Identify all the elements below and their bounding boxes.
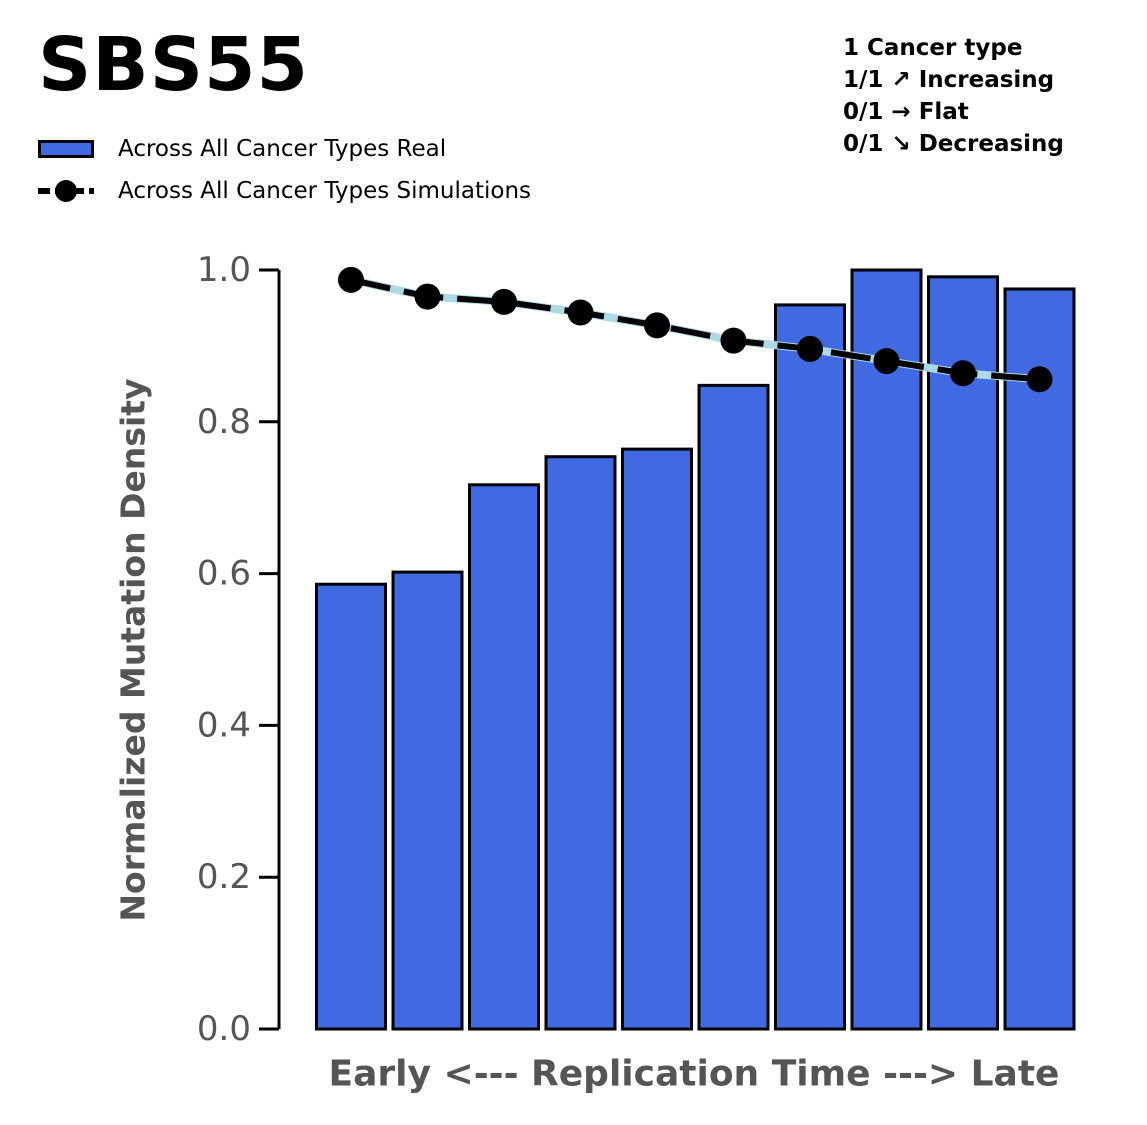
simulation-point-5 bbox=[644, 312, 670, 339]
y-tick-label-3: 0.6 bbox=[197, 554, 251, 594]
simulation-point-10 bbox=[1026, 366, 1053, 393]
simulation-point-6 bbox=[720, 327, 747, 354]
simulation-point-4 bbox=[567, 299, 594, 326]
y-axis: 0.0 0.2 0.4 0.6 0.8 1.0 bbox=[197, 250, 281, 1049]
y-tick-label-5: 1.0 bbox=[197, 250, 251, 290]
simulation-point-3 bbox=[491, 288, 517, 315]
legend-label-simulations: Across All Cancer Types Simulations bbox=[118, 178, 532, 204]
legend-item-simulations: Across All Cancer Types Simulations bbox=[38, 170, 531, 212]
legend: Across All Cancer Types Real Across All … bbox=[38, 128, 531, 212]
stats-cancer-type-count: 1 Cancer type bbox=[843, 35, 1023, 61]
trend-stats: 1 Cancer type 1/1 ↗ Increasing 0/1 → Fla… bbox=[843, 32, 1064, 160]
bar-5 bbox=[621, 447, 693, 1031]
bar-1 bbox=[315, 582, 387, 1031]
y-tick-label-4: 0.8 bbox=[197, 402, 251, 442]
bar-6 bbox=[697, 383, 770, 1031]
legend-bar-swatch bbox=[38, 140, 94, 158]
legend-label-real: Across All Cancer Types Real bbox=[118, 136, 447, 162]
bar-3 bbox=[468, 483, 540, 1031]
bar-9 bbox=[927, 275, 999, 1031]
y-tick-label-1: 0.2 bbox=[197, 857, 251, 897]
simulation-point-1 bbox=[338, 266, 364, 293]
bar-4 bbox=[544, 455, 617, 1031]
stats-flat: 0/1 → Flat bbox=[843, 99, 969, 125]
simulation-series bbox=[338, 266, 1053, 393]
simulation-line bbox=[350, 276, 1040, 383]
bar-series bbox=[315, 268, 1076, 1031]
bar-2 bbox=[391, 570, 464, 1031]
stats-increasing: 1/1 ↗ Increasing bbox=[843, 67, 1055, 93]
x-axis-label: Early <--- Replication Time ---> Late bbox=[328, 1053, 1060, 1095]
bar-8 bbox=[850, 268, 923, 1031]
simulation-point-2 bbox=[414, 283, 441, 310]
simulation-point-7 bbox=[797, 335, 823, 362]
y-tick-label-2: 0.4 bbox=[197, 705, 251, 745]
chart-title: SBS55 bbox=[38, 22, 309, 108]
simulation-point-9 bbox=[950, 360, 976, 387]
bar-7 bbox=[774, 303, 846, 1031]
legend-item-real: Across All Cancer Types Real bbox=[38, 128, 531, 170]
y-tick-label-0: 0.0 bbox=[197, 1009, 251, 1049]
stats-decreasing: 0/1 ↘ Decreasing bbox=[843, 131, 1064, 157]
legend-line-swatch bbox=[38, 180, 94, 202]
bar-10 bbox=[1003, 287, 1076, 1031]
simulation-point-8 bbox=[873, 348, 900, 375]
